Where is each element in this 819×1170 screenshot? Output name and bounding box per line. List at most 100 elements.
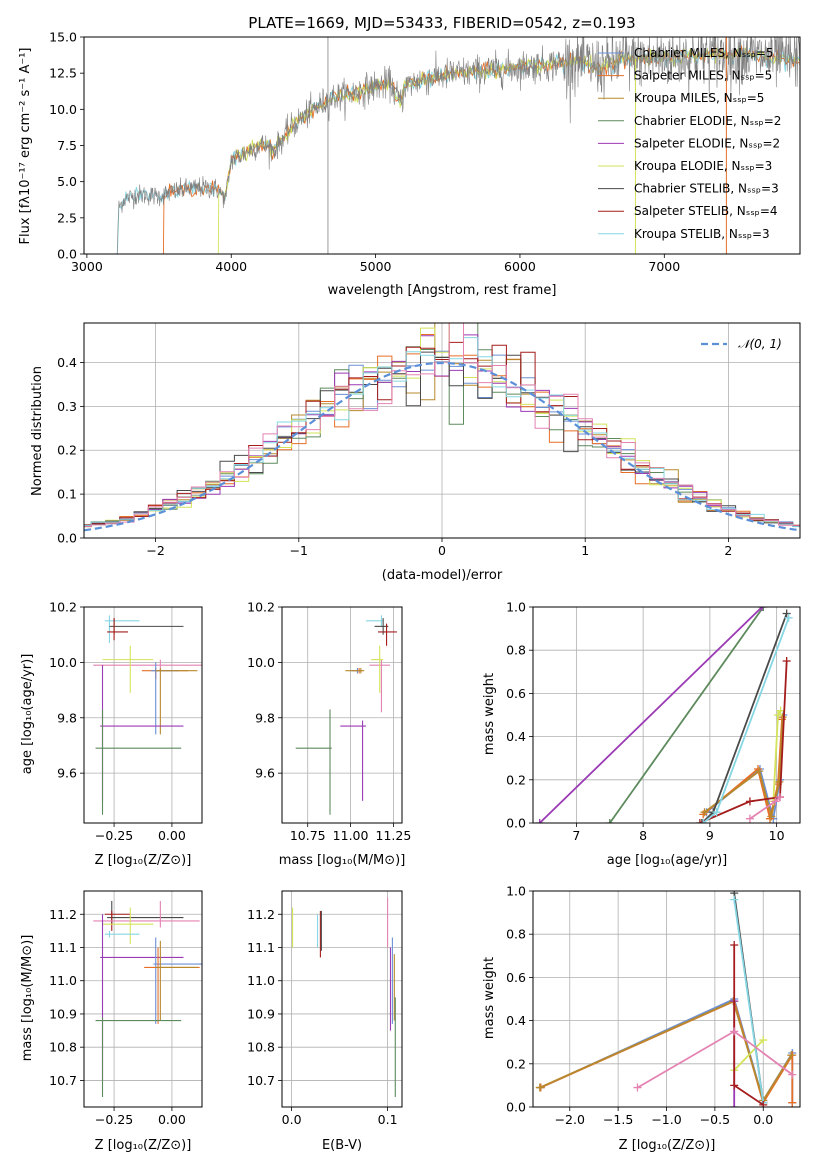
legend-label: Kroupa MILES, Nₛₛₚ=5: [634, 91, 764, 105]
residuals-xtick-label: 0: [438, 543, 446, 558]
weight_vs_Z-plot-area: [535, 891, 797, 1107]
age_vs_mass-xtick-label: 11.25: [376, 828, 412, 843]
age_vs_mass-ytick-label: 10.2: [247, 600, 275, 615]
age_vs_mass-plot-area: [295, 615, 397, 815]
mass-weight-marker: [700, 808, 709, 817]
weight_vs_age-ytick-label: 0.8: [506, 643, 526, 658]
weight_vs_age-xtick-label: 10: [769, 828, 785, 843]
mass_vs_EBV-ytick-label: 11.2: [247, 907, 275, 922]
weight_vs_age-xtick-label: 8: [639, 828, 647, 843]
mass-weight-marker: [782, 609, 791, 618]
spectrum-ytick-label: 0.0: [57, 247, 77, 262]
weight_vs_age-ytick-label: 0.4: [506, 729, 526, 744]
residuals-xtick-label: −1: [290, 543, 308, 558]
spectrum-ytick-label: 15.0: [49, 30, 77, 45]
weight_vs_Z-xtick-label: −2.0: [555, 1112, 585, 1127]
spectrum-xtick-label: 4000: [215, 259, 247, 274]
residual-histogram-step: [84, 334, 800, 527]
age_vs_mass-ytick-label: 10.0: [247, 655, 275, 670]
weight_vs_Z-frame: [532, 890, 801, 1108]
spectrum-xtick-label: 3000: [71, 259, 103, 274]
weight_vs_age-xtick-label: 9: [706, 828, 714, 843]
age_vs_Z-ytick-label: 9.6: [57, 766, 77, 781]
mass_vs_EBV-frame: [281, 890, 403, 1108]
spectrum-ytick-label: 7.5: [57, 138, 77, 153]
residuals-frame: [83, 322, 801, 539]
spectrum-xtick-label: 7000: [648, 259, 680, 274]
residuals-ytick-label: 0.4: [57, 355, 77, 370]
mass-weight-line: [539, 607, 763, 823]
residuals-ytick-label: 0.3: [57, 399, 77, 414]
mass-weight-marker: [788, 1098, 797, 1107]
age_vs_Z-ytick-label: 10.0: [49, 655, 77, 670]
age_vs_Z-ytick-label: 10.2: [49, 600, 77, 615]
mass_vs_EBV-ytick-label: 10.8: [247, 1040, 275, 1055]
mass-weight-marker: [730, 1027, 739, 1036]
mass-weight-marker: [759, 1100, 768, 1107]
mass_vs_EBV-ytick-label: 10.9: [247, 1006, 275, 1021]
mass-weight-marker: [697, 819, 706, 823]
mass-weight-marker: [535, 1083, 544, 1092]
age_vs_Z-xtick-label: −0.25: [95, 828, 133, 843]
mass_vs_Z-ytick-label: 10.7: [49, 1073, 77, 1088]
residuals-xtick-label: 2: [724, 543, 732, 558]
age_vs_mass-ytick-label: 9.6: [255, 766, 275, 781]
mass-weight-marker: [788, 1070, 797, 1079]
mass_vs_EBV-ytick-label: 11.1: [247, 940, 275, 955]
weight-vs-Z-xlabel: Z [log₁₀(Z/Z⊙)]: [619, 1138, 716, 1153]
mass_vs_Z-ytick-label: 11.0: [49, 973, 77, 988]
weight-vs-Z-ylabel: mass weight: [482, 957, 497, 1039]
weight_vs_age-ytick-label: 1.0: [506, 600, 526, 615]
mass_vs_Z-xtick-label: 0.00: [158, 1112, 186, 1127]
weight_vs_age-xtick-label: 7: [572, 828, 580, 843]
age_vs_mass-ytick-label: 9.8: [255, 710, 275, 725]
mass_vs_EBV-ytick-label: 11.0: [247, 973, 275, 988]
weight_vs_age-ytick-label: 0.6: [506, 686, 526, 701]
mass-weight-marker: [775, 777, 784, 786]
legend-label: Chabrier ELODIE, Nₛₛₚ=2: [634, 114, 781, 128]
weight_vs_Z-ytick-label: 0.8: [506, 927, 526, 942]
weight_vs_age-plot-area: [535, 607, 793, 823]
mass_vs_Z-ytick-label: 10.9: [49, 1006, 77, 1021]
age_vs_Z-xtick-label: 0.00: [158, 828, 186, 843]
weight_vs_Z-ytick-label: 1.0: [506, 884, 526, 899]
mass-weight-marker: [699, 819, 708, 823]
mass-weight-line: [539, 999, 793, 1103]
weight_vs_Z-ytick-label: 0.2: [506, 1056, 526, 1071]
mass-weight-marker: [757, 607, 766, 611]
weight_vs_age-frame: [532, 606, 801, 824]
mass-vs-ebv-xlabel: E(B-V): [322, 1138, 362, 1153]
age_vs_mass-frame: [281, 606, 403, 824]
spectrum-ytick-label: 5.0: [57, 174, 77, 189]
mass-weight-marker: [778, 713, 787, 722]
residuals-ytick-label: 0.1: [57, 487, 77, 502]
age-vs-metallicity-panel: Z [log₁₀(Z/Z⊙)] age [log₁₀(age/yr)] −0.2…: [20, 600, 203, 868]
spectrum-frame: [83, 36, 801, 255]
mass_vs_Z-ytick-label: 11.1: [49, 940, 77, 955]
legend-label: Salpeter STELIB, Nₛₛₚ=4: [634, 204, 778, 218]
residual-histogram-step: [84, 323, 800, 528]
spectrum-ytick-label: 10.0: [49, 102, 77, 117]
mass_vs_EBV-xtick-label: 0.1: [378, 1112, 398, 1127]
mass_vs_EBV-plot-area: [292, 897, 396, 1098]
mass_vs_Z-plot-area: [93, 900, 202, 1098]
normal-distribution-curve: [84, 361, 800, 532]
weight-vs-age-panel: age [log₁₀(age/yr)] mass weight 7 8 9 10 0.0…: [482, 600, 801, 868]
mass-weight-marker: [787, 1051, 796, 1060]
mass-weight-marker: [730, 895, 739, 904]
spectrum-xlabel: wavelength [Angstrom, rest frame]: [328, 283, 557, 298]
mass-weight-marker: [755, 767, 764, 776]
residuals-panel: (data-model)/error Normed distribution −…: [30, 322, 801, 583]
spectrum-panel: PLATE=1669, MJD=53433, FIBERID=0542, z=0…: [18, 14, 801, 298]
weight_vs_age-ytick-label: 0.0: [506, 816, 526, 831]
mass-weight-line: [733, 1039, 764, 1071]
mass-weight-marker: [759, 607, 768, 611]
mass-weight-marker: [776, 706, 785, 715]
mass-vs-ebv-panel: E(B-V) 0.0 0.1 10.7 10.8 10.9 11.0 11.1 11.2: [247, 890, 403, 1153]
residuals-ytick-label: 0.0: [57, 531, 77, 546]
mass-weight-marker: [745, 814, 754, 823]
mass-weight-marker: [771, 797, 780, 806]
mass-weight-marker: [784, 613, 793, 622]
weight_vs_Z-xtick-label: 0.0: [753, 1112, 773, 1127]
